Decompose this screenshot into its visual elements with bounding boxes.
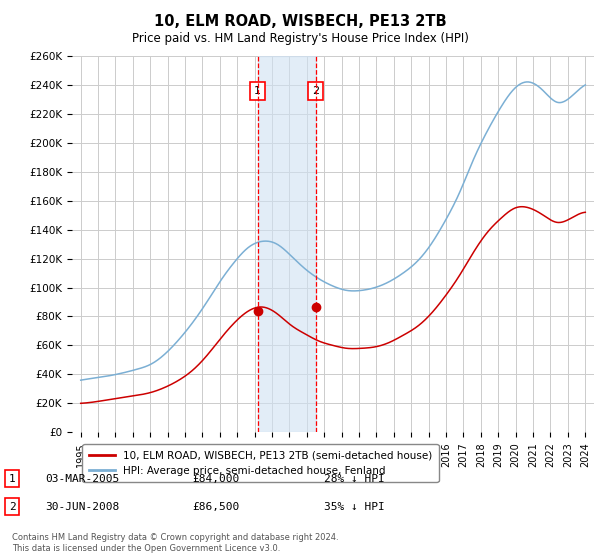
Text: 1: 1 (8, 474, 16, 484)
Text: 2: 2 (8, 502, 16, 512)
Text: 10, ELM ROAD, WISBECH, PE13 2TB: 10, ELM ROAD, WISBECH, PE13 2TB (154, 14, 446, 29)
Text: 35% ↓ HPI: 35% ↓ HPI (324, 502, 385, 512)
Text: 28% ↓ HPI: 28% ↓ HPI (324, 474, 385, 484)
Text: £84,000: £84,000 (192, 474, 239, 484)
Text: 1: 1 (254, 86, 261, 96)
Text: Price paid vs. HM Land Registry's House Price Index (HPI): Price paid vs. HM Land Registry's House … (131, 32, 469, 45)
Text: 30-JUN-2008: 30-JUN-2008 (45, 502, 119, 512)
Legend: 10, ELM ROAD, WISBECH, PE13 2TB (semi-detached house), HPI: Average price, semi-: 10, ELM ROAD, WISBECH, PE13 2TB (semi-de… (82, 444, 439, 482)
Bar (257, 56, 316, 432)
Text: Contains HM Land Registry data © Crown copyright and database right 2024.
This d: Contains HM Land Registry data © Crown c… (12, 533, 338, 553)
Text: 03-MAR-2005: 03-MAR-2005 (45, 474, 119, 484)
Text: 2: 2 (312, 86, 319, 96)
Text: £86,500: £86,500 (192, 502, 239, 512)
